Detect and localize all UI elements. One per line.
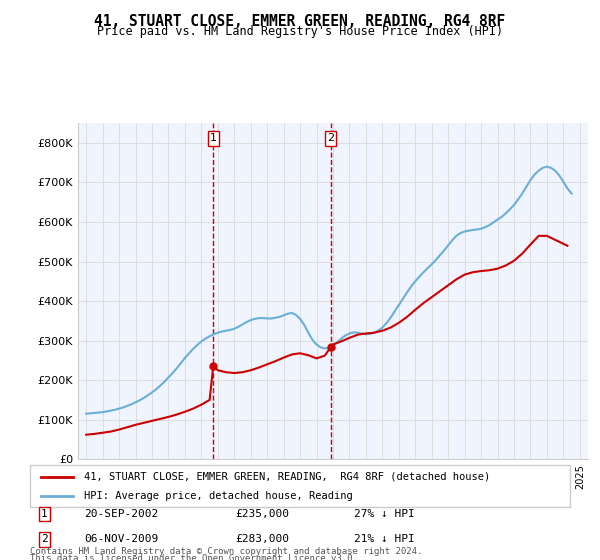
Text: 41, STUART CLOSE, EMMER GREEN, READING,  RG4 8RF (detached house): 41, STUART CLOSE, EMMER GREEN, READING, …	[84, 472, 490, 482]
Text: 2: 2	[327, 133, 334, 143]
Text: Contains HM Land Registry data © Crown copyright and database right 2024.: Contains HM Land Registry data © Crown c…	[30, 547, 422, 556]
Text: Price paid vs. HM Land Registry's House Price Index (HPI): Price paid vs. HM Land Registry's House …	[97, 25, 503, 38]
Text: 21% ↓ HPI: 21% ↓ HPI	[354, 534, 415, 544]
FancyBboxPatch shape	[30, 465, 570, 507]
Text: 1: 1	[41, 509, 47, 519]
Text: 1: 1	[210, 133, 217, 143]
Text: 41, STUART CLOSE, EMMER GREEN, READING, RG4 8RF: 41, STUART CLOSE, EMMER GREEN, READING, …	[94, 14, 506, 29]
Text: 27% ↓ HPI: 27% ↓ HPI	[354, 509, 415, 519]
Text: £283,000: £283,000	[235, 534, 289, 544]
Text: This data is licensed under the Open Government Licence v3.0.: This data is licensed under the Open Gov…	[30, 554, 358, 560]
Text: 06-NOV-2009: 06-NOV-2009	[84, 534, 158, 544]
Text: HPI: Average price, detached house, Reading: HPI: Average price, detached house, Read…	[84, 491, 353, 501]
Text: 20-SEP-2002: 20-SEP-2002	[84, 509, 158, 519]
Text: 2: 2	[41, 534, 47, 544]
Text: £235,000: £235,000	[235, 509, 289, 519]
